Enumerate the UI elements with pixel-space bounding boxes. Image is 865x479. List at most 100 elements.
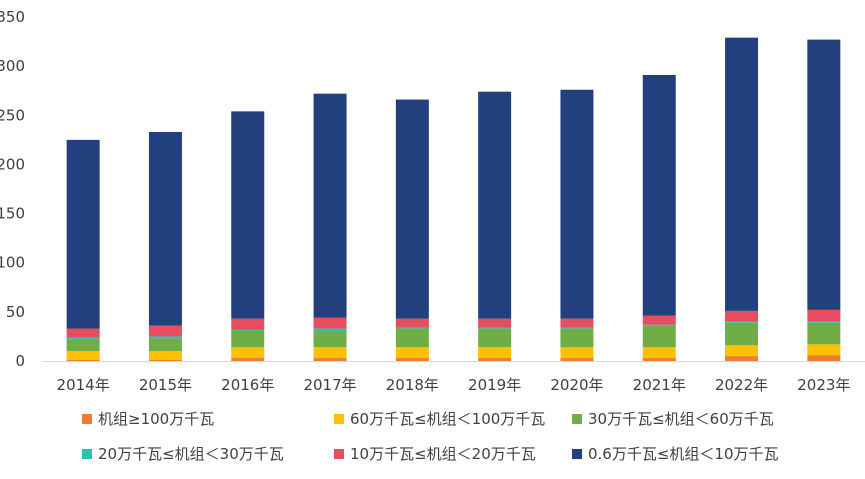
bar-segment bbox=[231, 358, 265, 361]
bar-segment bbox=[66, 351, 100, 361]
x-tick-label: 2014年 bbox=[57, 376, 110, 394]
y-tick-label: 0 bbox=[15, 352, 25, 370]
bar-segment bbox=[560, 89, 594, 319]
y-tick-label: 350 bbox=[0, 8, 25, 26]
bar-segment bbox=[231, 318, 265, 330]
bar-segment bbox=[560, 358, 594, 361]
y-tick-label: 300 bbox=[0, 57, 25, 75]
x-tick-label: 2015年 bbox=[139, 376, 192, 394]
bar-segment bbox=[148, 336, 182, 339]
bar-segment bbox=[478, 358, 512, 361]
legend-swatch bbox=[82, 448, 92, 459]
bar-segment bbox=[148, 131, 182, 326]
bar-segment bbox=[807, 322, 841, 345]
bar-segment bbox=[725, 345, 759, 357]
x-tick-label: 2020年 bbox=[550, 376, 603, 394]
legend: 机组≥100万千瓦 60万千瓦≤机组＜100万千瓦 30万千瓦≤机组＜60万千瓦 20… bbox=[82, 408, 842, 464]
legend-label: 0.6万千瓦≤机组＜10万千瓦 bbox=[588, 445, 779, 463]
bar-segment bbox=[560, 347, 594, 359]
x-tick-label: 2021年 bbox=[633, 376, 686, 394]
y-axis: 0 50 100 150 200 250 300 350 bbox=[0, 8, 25, 370]
bar-segment bbox=[560, 328, 594, 348]
x-tick-label: 2017年 bbox=[303, 376, 356, 394]
legend-swatch bbox=[334, 448, 344, 459]
bar-segment bbox=[66, 328, 100, 338]
bar-segment bbox=[148, 338, 182, 352]
legend-swatch bbox=[572, 413, 582, 424]
bar-segment bbox=[148, 325, 182, 337]
bar-segment bbox=[313, 93, 347, 318]
bar-segment bbox=[231, 111, 265, 319]
bar-segment bbox=[66, 339, 100, 352]
bar-segment bbox=[148, 351, 182, 361]
legend-item: 0.6万千瓦≤机组＜10万千瓦 bbox=[572, 443, 842, 464]
bar-segment bbox=[231, 347, 265, 359]
bars bbox=[66, 37, 841, 361]
bar-segment bbox=[148, 360, 182, 361]
legend-label: 20万千瓦≤机组＜30万千瓦 bbox=[98, 445, 284, 463]
bar-segment bbox=[642, 324, 676, 326]
bar-segment bbox=[807, 355, 841, 361]
x-tick-label: 2023年 bbox=[797, 376, 850, 394]
legend-label: 60万千瓦≤机组＜100万千瓦 bbox=[350, 410, 546, 428]
y-tick-label: 200 bbox=[0, 155, 25, 173]
bar-segment bbox=[313, 328, 347, 332]
bar-segment bbox=[66, 139, 100, 329]
x-tick-label: 2022年 bbox=[715, 376, 768, 394]
bar-segment bbox=[478, 318, 512, 328]
bar-segment bbox=[560, 318, 594, 328]
bar-segment bbox=[725, 310, 759, 322]
bar-segment bbox=[313, 358, 347, 361]
bar-segment bbox=[642, 74, 676, 316]
y-tick-label: 100 bbox=[0, 254, 25, 272]
legend-label: 30万千瓦≤机组＜60万千瓦 bbox=[588, 410, 774, 428]
bar-segment bbox=[807, 321, 841, 323]
bar-segment bbox=[395, 347, 429, 359]
legend-item: 10万千瓦≤机组＜20万千瓦 bbox=[334, 443, 572, 464]
bar-segment bbox=[807, 39, 841, 310]
y-tick-label: 250 bbox=[0, 106, 25, 124]
bar-segment bbox=[231, 329, 265, 331]
legend-label: 机组≥100万千瓦 bbox=[98, 410, 215, 428]
bar-segment bbox=[725, 356, 759, 361]
bar-segment bbox=[725, 322, 759, 346]
x-tick-label: 2019年 bbox=[468, 376, 521, 394]
bar-segment bbox=[725, 37, 759, 311]
bar-segment bbox=[313, 347, 347, 359]
bar-segment bbox=[313, 317, 347, 329]
legend-item: 20万千瓦≤机组＜30万千瓦 bbox=[82, 443, 334, 464]
bar-segment bbox=[642, 315, 676, 325]
y-tick-label: 50 bbox=[6, 303, 25, 321]
legend-item: 30万千瓦≤机组＜60万千瓦 bbox=[572, 408, 842, 429]
legend-item: 机组≥100万千瓦 bbox=[82, 408, 334, 429]
bar-segment bbox=[395, 327, 429, 329]
bar-segment bbox=[478, 347, 512, 359]
bar-segment bbox=[807, 309, 841, 322]
bar-segment bbox=[478, 328, 512, 348]
bar-segment bbox=[642, 347, 676, 359]
legend-swatch bbox=[82, 413, 92, 424]
x-tick-label: 2018年 bbox=[386, 376, 439, 394]
legend-label: 10万千瓦≤机组＜20万千瓦 bbox=[350, 445, 536, 463]
bar-segment bbox=[478, 327, 512, 329]
bar-segment bbox=[642, 358, 676, 361]
bar-segment bbox=[66, 360, 100, 361]
bar-segment bbox=[478, 91, 512, 319]
legend-swatch bbox=[334, 413, 344, 424]
bar-segment bbox=[642, 325, 676, 348]
bar-segment bbox=[313, 331, 347, 348]
bar-segment bbox=[395, 328, 429, 348]
bar-segment bbox=[66, 337, 100, 340]
bar-segment bbox=[807, 344, 841, 356]
legend-swatch bbox=[572, 448, 582, 459]
x-tick-label: 2016年 bbox=[221, 376, 274, 394]
bar-segment bbox=[231, 330, 265, 348]
x-axis: 2014年 2015年 2016年 2017年 2018年 2019年 2020年 2021年… bbox=[57, 376, 851, 394]
bar-segment bbox=[560, 327, 594, 329]
bar-segment bbox=[395, 99, 429, 319]
bar-segment bbox=[395, 358, 429, 361]
y-tick-label: 150 bbox=[0, 205, 25, 223]
legend-item: 60万千瓦≤机组＜100万千瓦 bbox=[334, 408, 572, 429]
bar-segment bbox=[725, 321, 759, 323]
